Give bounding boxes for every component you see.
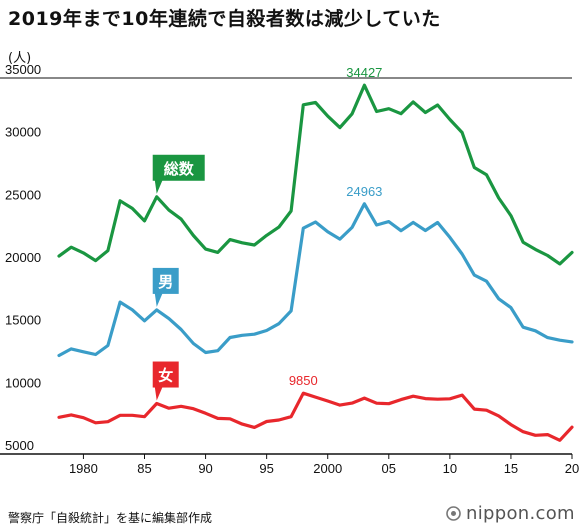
x-tick-label: 1980 bbox=[69, 461, 98, 476]
y-tick-label: 10000 bbox=[5, 375, 41, 390]
tag-label: 総数 bbox=[164, 160, 195, 178]
x-tick-label: 2000 bbox=[313, 461, 342, 476]
y-tick-label: 5000 bbox=[5, 438, 34, 453]
data-label-male: 24963 bbox=[346, 184, 382, 199]
series-tag-male: 男 bbox=[152, 267, 179, 307]
series-tag-female: 女 bbox=[152, 361, 179, 401]
chart-title: 2019年まで10年連続で自殺者数は減少していた bbox=[8, 8, 441, 30]
series-line-female bbox=[57, 391, 574, 442]
x-tick-label: 20 bbox=[565, 461, 579, 476]
y-tick-label: 15000 bbox=[5, 313, 41, 328]
tag-box bbox=[152, 267, 179, 294]
data-annotations: 34427 24963 9850 bbox=[289, 65, 383, 388]
tag-pointer bbox=[154, 386, 163, 401]
source-note: 警察庁「自殺統計」を基に編集部作成 bbox=[8, 511, 213, 525]
x-tick-label: 90 bbox=[198, 461, 212, 476]
data-label-female: 9850 bbox=[289, 373, 318, 388]
tag-label: 女 bbox=[158, 367, 173, 385]
x-tick-label: 15 bbox=[504, 461, 518, 476]
y-tick-label: 25000 bbox=[5, 187, 41, 202]
grid-lines bbox=[0, 77, 572, 455]
brand-name: nippon.com bbox=[466, 503, 575, 524]
x-tick-label: 95 bbox=[259, 461, 273, 476]
y-axis-unit-label: (人) bbox=[8, 51, 32, 66]
x-tick-labels: 1980 85 90 95 2000 05 10 15 20 bbox=[69, 454, 579, 476]
series-line-male bbox=[57, 202, 574, 358]
tag-pointer bbox=[154, 179, 163, 194]
tag-label: 男 bbox=[158, 273, 173, 291]
nippon-logo-icon bbox=[446, 506, 461, 521]
x-tick-label: 10 bbox=[443, 461, 457, 476]
y-tick-labels: 5000 10000 15000 20000 25000 30000 35000 bbox=[5, 62, 41, 453]
y-tick-label: 35000 bbox=[5, 62, 41, 77]
tag-box bbox=[152, 154, 205, 181]
line-chart: 5000 10000 15000 20000 25000 30000 35000 1980 8… bbox=[0, 62, 579, 476]
tag-box bbox=[152, 361, 179, 388]
series-lines bbox=[57, 83, 574, 442]
x-tick-label: 85 bbox=[137, 461, 151, 476]
x-tick-label: 05 bbox=[382, 461, 396, 476]
y-tick-label: 20000 bbox=[5, 250, 41, 265]
tag-pointer bbox=[154, 292, 163, 307]
data-label-total: 34427 bbox=[346, 65, 382, 80]
series-line-total bbox=[57, 83, 574, 266]
y-tick-label: 30000 bbox=[5, 125, 41, 140]
series-tag-total: 総数 bbox=[152, 154, 205, 194]
